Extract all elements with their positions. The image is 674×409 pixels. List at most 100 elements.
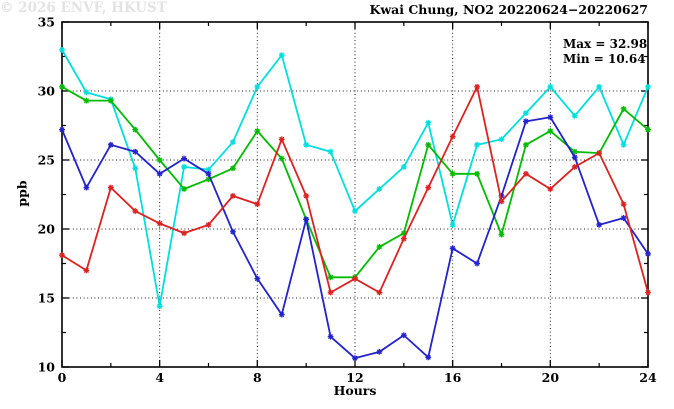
cyan-series-marker-stroke: [181, 164, 187, 170]
blue-series-marker-stroke: [523, 118, 529, 124]
red-series-marker-stroke: [547, 186, 553, 192]
x-axis-label: Hours: [333, 383, 377, 398]
green-series-marker: [59, 83, 65, 90]
blue-series-marker-stroke: [303, 216, 309, 222]
cyan-series-marker: [474, 141, 480, 148]
cyan-series-marker: [400, 164, 407, 170]
blue-series-marker-stroke: [425, 354, 431, 360]
red-series-marker: [327, 289, 334, 296]
red-series-marker: [498, 198, 505, 205]
blue-series-marker: [645, 250, 651, 257]
red-series-marker-stroke: [205, 222, 212, 228]
red-series-marker-stroke: [279, 136, 285, 142]
cyan-series-marker: [303, 141, 310, 148]
red-series-marker: [620, 201, 627, 208]
blue-series-marker: [278, 311, 285, 318]
green-series-marker-stroke: [59, 84, 65, 90]
red-series-marker-stroke: [376, 289, 382, 296]
green-series-marker-stroke: [621, 106, 627, 112]
red-series-marker-stroke: [523, 171, 529, 177]
blue-series-marker-stroke: [352, 355, 358, 361]
green-series-marker-stroke: [230, 165, 236, 171]
cyan-series-marker-stroke: [83, 89, 89, 95]
green-series-marker-stroke: [401, 230, 407, 236]
blue-series-marker: [156, 170, 163, 177]
red-series-marker: [400, 235, 407, 242]
blue-series-marker-stroke: [572, 154, 578, 160]
cyan-series-marker: [278, 52, 285, 59]
red-series-marker-stroke: [59, 252, 65, 258]
y-tick-label: 30: [38, 84, 56, 99]
green-series-marker-stroke: [108, 98, 114, 104]
cyan-series-marker-stroke: [645, 84, 651, 90]
cyan-series-marker: [571, 112, 578, 119]
x-tick-label: 20: [542, 370, 560, 385]
cyan-series-marker: [425, 119, 432, 126]
red-series-marker-stroke: [498, 198, 505, 204]
green-series-marker: [474, 170, 480, 177]
x-tick-label: 8: [253, 370, 262, 385]
red-series-marker-stroke: [83, 267, 89, 273]
blue-series-marker: [327, 333, 334, 340]
green-series-marker: [83, 97, 90, 104]
red-series-marker-stroke: [621, 201, 627, 207]
cyan-series-marker-stroke: [572, 113, 578, 119]
y-tick-label: 25: [38, 153, 55, 168]
red-series-line: [61, 85, 649, 294]
blue-series-marker-stroke: [205, 171, 212, 177]
red-series-marker: [107, 184, 114, 191]
red-series-marker-stroke: [596, 150, 602, 156]
blue-series-marker-stroke: [450, 245, 456, 251]
cyan-series-marker: [254, 83, 261, 90]
cyan-series-marker: [352, 208, 358, 214]
green-series-marker-stroke: [181, 186, 187, 192]
red-series-marker-stroke: [230, 193, 236, 199]
blue-series-marker-stroke: [181, 156, 187, 162]
green-series-marker-stroke: [328, 274, 334, 280]
red-series-marker: [352, 275, 358, 282]
y-tick-label: 10: [38, 360, 56, 375]
red-series-marker-stroke: [352, 276, 358, 282]
green-series-marker: [254, 128, 261, 134]
green-series-marker-stroke: [547, 128, 553, 134]
cyan-series-marker-stroke: [205, 167, 212, 173]
green-series-marker: [132, 126, 139, 133]
blue-series-marker: [205, 170, 212, 177]
green-series-marker-stroke: [279, 156, 285, 162]
blue-series-marker-stroke: [474, 260, 480, 267]
cyan-series-marker-stroke: [401, 164, 407, 170]
max-annotation: Max = 32.98: [563, 37, 648, 51]
cyan-series-marker-stroke: [132, 165, 138, 171]
cyan-series-marker-stroke: [230, 139, 236, 145]
red-series-marker-stroke: [303, 193, 309, 199]
green-series-marker: [449, 170, 456, 177]
cyan-series-marker-stroke: [279, 52, 285, 58]
red-series-marker-stroke: [132, 208, 138, 214]
blue-series-marker-stroke: [376, 349, 382, 355]
cyan-series-marker-stroke: [328, 149, 334, 155]
cyan-series-marker: [596, 83, 603, 90]
y-tick-label: 15: [38, 291, 55, 306]
red-series-marker: [474, 83, 480, 90]
green-series-marker-stroke: [425, 142, 431, 148]
y-tick-label: 20: [38, 222, 56, 237]
blue-series-marker: [449, 245, 456, 252]
x-tick-label: 4: [155, 370, 164, 385]
red-series-marker: [596, 150, 603, 156]
blue-series-marker: [181, 155, 187, 162]
green-series-marker: [181, 186, 187, 192]
red-series-marker: [547, 186, 554, 192]
blue-series-marker: [352, 355, 358, 362]
blue-series-marker: [400, 332, 407, 339]
blue-series-marker-stroke: [279, 312, 285, 318]
green-series-marker: [620, 106, 627, 112]
cyan-series-marker-stroke: [303, 142, 309, 148]
cyan-series-marker: [523, 110, 529, 116]
max-min-annotation: Max = 32.98 Min = 10.64: [563, 37, 647, 67]
green-series-marker-stroke: [523, 142, 529, 148]
green-series-marker: [278, 155, 285, 162]
cyan-series-marker: [230, 139, 236, 145]
red-series-marker: [523, 170, 529, 177]
cyan-series-marker: [620, 141, 627, 148]
blue-series-marker: [547, 114, 554, 121]
